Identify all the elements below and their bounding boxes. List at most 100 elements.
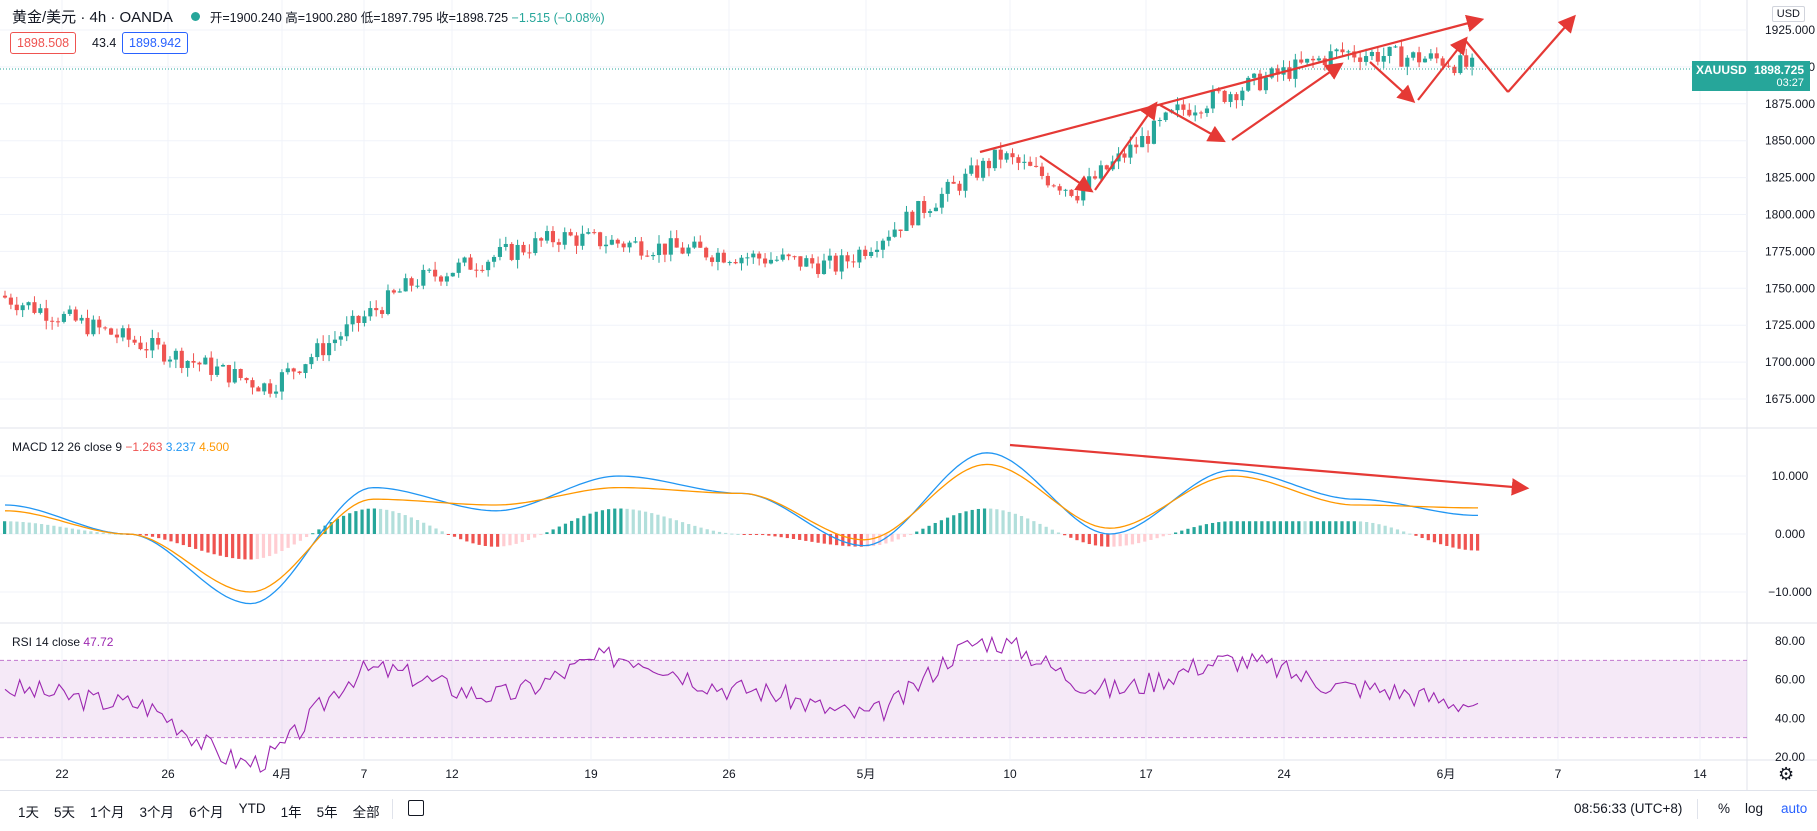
macd-histogram-bar: [1161, 534, 1165, 537]
range-3m[interactable]: 3个月: [139, 805, 175, 820]
candle-body: [197, 362, 202, 365]
macd-histogram-bar: [1235, 521, 1239, 534]
goto-date-icon[interactable]: [408, 800, 424, 816]
macd-histogram-bar: [1044, 526, 1048, 534]
rsi-line: [4, 635, 1479, 773]
macd-histogram-bar: [206, 534, 210, 553]
range-1m[interactable]: 1个月: [90, 805, 125, 820]
candles: [2, 39, 1475, 400]
candle-body: [869, 251, 874, 256]
macd-histogram-bar: [1315, 521, 1319, 534]
macd-histogram-bar: [619, 508, 623, 534]
macd-divergence-arrow: [1009, 443, 1530, 496]
macd-histogram-bar: [489, 534, 494, 547]
candle-body: [1081, 187, 1086, 201]
macd-histogram-bar: [477, 534, 481, 545]
macd-histogram-bar: [761, 534, 765, 536]
range-all[interactable]: 全部: [352, 805, 380, 820]
candle-body: [486, 261, 491, 271]
candle-body: [1417, 52, 1422, 63]
percent-scale-toggle[interactable]: %: [1718, 801, 1731, 816]
range-6m[interactable]: 6个月: [189, 805, 224, 820]
candle-body: [780, 254, 785, 260]
range-ytd[interactable]: YTD: [238, 801, 266, 816]
macd-histogram-bar: [908, 534, 913, 535]
time-tick-label: 22: [55, 767, 69, 781]
candle-body: [568, 232, 573, 236]
last-price-value: 1898.725: [1753, 63, 1804, 77]
range-5d[interactable]: 5天: [54, 805, 76, 820]
candle-body: [1134, 144, 1139, 148]
macd-histogram-bar: [1377, 524, 1381, 534]
macd-histogram-bar: [1469, 534, 1474, 551]
macd-histogram-bar: [1137, 534, 1141, 544]
candle-body: [356, 315, 361, 323]
sell-price-button[interactable]: 1898.508: [10, 32, 77, 54]
macd-histogram-bar: [169, 534, 173, 542]
candle-body: [1275, 68, 1280, 75]
macd-histogram-bar: [724, 532, 728, 534]
price-tick-label: 1850.000: [1765, 134, 1815, 148]
macd-histogram-bar: [650, 513, 654, 534]
macd-histogram-bar: [1291, 521, 1295, 534]
currency-badge[interactable]: USD: [1771, 6, 1805, 22]
candle-body: [138, 342, 143, 350]
macd-histogram-bar: [1174, 532, 1178, 534]
macd-histogram-bar: [280, 534, 284, 551]
candle-body: [1034, 165, 1039, 167]
candle-body: [533, 238, 538, 254]
clock[interactable]: 08:56:33 (UTC+8): [1574, 801, 1683, 816]
macd-histogram-bar: [150, 534, 155, 537]
candle-body: [833, 255, 838, 272]
time-tick-label: 26: [161, 767, 175, 781]
candle-body: [969, 165, 974, 174]
ohlc-values: 开=1900.240 高=1900.280 低=1897.795 收=1898.…: [210, 7, 605, 26]
macd-histogram-bar: [231, 534, 235, 559]
time-tick-label: 7: [361, 767, 368, 781]
candle-body: [1187, 109, 1192, 116]
buy-price-button[interactable]: 1898.942: [122, 32, 189, 54]
macd-histogram-bar: [89, 531, 93, 534]
symbol-title[interactable]: 黄金/美元 · 4h · OANDA: [12, 9, 173, 26]
range-5y[interactable]: 5年: [316, 805, 338, 820]
candle-body: [268, 383, 273, 394]
candle-body: [108, 328, 114, 335]
open-value: 开=1900.240: [209, 11, 282, 25]
range-1y[interactable]: 1年: [280, 805, 302, 820]
log-scale-toggle[interactable]: log: [1745, 801, 1764, 816]
close-value: 收=1898.725: [436, 11, 509, 25]
candle-body: [1328, 51, 1333, 66]
macd-histogram-bar: [1192, 527, 1196, 534]
candle-body: [462, 257, 467, 263]
macd-histogram-bar: [563, 523, 568, 534]
candle-body: [362, 316, 367, 323]
macd-histogram-bar: [354, 511, 358, 534]
candle-body: [191, 360, 196, 363]
candle-body: [321, 343, 326, 356]
candle-body: [162, 344, 167, 362]
time-tick-label: 10: [1003, 767, 1017, 781]
candle-body: [427, 269, 432, 271]
auto-scale-toggle[interactable]: auto: [1781, 801, 1808, 816]
settings-gear-icon[interactable]: ⚙: [1778, 764, 1795, 784]
macd-histogram-bar: [1013, 513, 1017, 534]
candle-body: [1151, 120, 1157, 144]
candle-body: [1234, 94, 1239, 101]
candle-body: [497, 246, 502, 257]
macd-histogram-bar: [465, 534, 469, 542]
candle-body: [827, 255, 832, 261]
macd-legend[interactable]: MACD 12 26 close 9 −1.263 3.237 4.500: [12, 440, 229, 454]
candle-body: [38, 308, 43, 313]
rsi-legend[interactable]: RSI 14 close 47.72: [12, 635, 113, 649]
chart-canvas[interactable]: 1925.0001900.0001875.0001850.0001825.000…: [0, 0, 1817, 790]
macd-histogram-bar: [298, 534, 303, 541]
macd-label: MACD 12 26 close 9: [12, 440, 123, 454]
macd-histogram-bar: [1050, 529, 1054, 534]
price-tick-label: 1750.000: [1765, 281, 1815, 295]
candle-body: [1305, 58, 1310, 63]
range-1d[interactable]: 1天: [18, 805, 40, 820]
zigzag-arrow-5: [1369, 61, 1416, 103]
macd-histogram-bar: [859, 534, 863, 547]
macd-histogram-bar: [1284, 521, 1289, 534]
candle-body: [1263, 77, 1268, 91]
